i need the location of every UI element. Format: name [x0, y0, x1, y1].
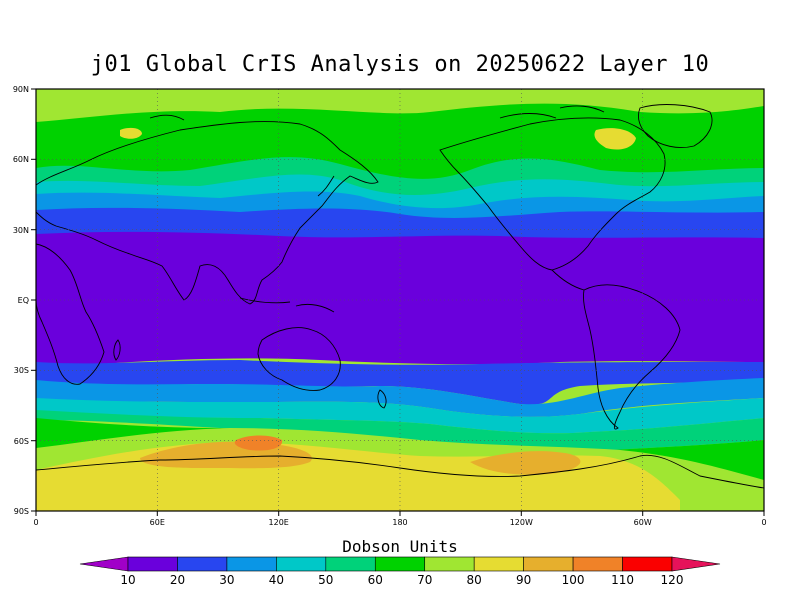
coast-japan [317, 175, 335, 197]
colorbar-tick-label: 20 [170, 573, 185, 587]
colorbar-swatch [424, 556, 475, 572]
lat-label: EQ [18, 296, 29, 305]
map-field [36, 89, 764, 511]
colorbar-swatch [622, 556, 673, 572]
lat-label: 90N [13, 85, 29, 94]
colorbar-tick-label: 70 [417, 573, 432, 587]
colorbar-swatch [226, 556, 277, 572]
lat-label: 30N [13, 226, 29, 235]
colorbar-swatch [523, 556, 574, 572]
coast-africa [36, 243, 105, 385]
band-south-blue [36, 360, 764, 405]
colorbar-swatch [325, 556, 376, 572]
colorbar-arrow-low [79, 556, 129, 572]
coast-indonesia [239, 297, 335, 313]
colorbar: 10 20 30 40 50 60 70 80 90 100 110 120 [79, 556, 721, 587]
coast-centralamerica [551, 269, 585, 291]
colorbar-swatch [572, 556, 623, 572]
colorbar-swatch [127, 556, 178, 572]
lon-label: 0 [33, 518, 38, 527]
lat-label: 60N [13, 155, 29, 164]
lon-label: 180 [392, 518, 407, 527]
coast-australia [257, 327, 341, 391]
lon-label: 60W [634, 518, 652, 527]
colorbar-swatch [473, 556, 524, 572]
colorbar-swatch [276, 556, 327, 572]
colorbar-tick-label: 80 [467, 573, 482, 587]
colorbar-tick-label: 110 [611, 573, 634, 587]
colorbar-tick-label: 60 [368, 573, 383, 587]
colorbar-tick-label: 30 [219, 573, 234, 587]
grid-lines [36, 89, 764, 511]
lat-label: 30S [14, 366, 29, 375]
band-arctic-yellow2 [120, 127, 142, 139]
colorbar-swatch [177, 556, 228, 572]
colorbar-tick-label: 50 [318, 573, 333, 587]
coast-madagascar [113, 339, 121, 361]
lon-label: 120E [269, 518, 289, 527]
colorbar-tick-label: 10 [120, 573, 135, 587]
coast-northamerica [439, 117, 666, 271]
lon-labels: 0 60E 120E 180 120W 60W 0 [33, 518, 766, 527]
tick-marks [31, 88, 765, 516]
band-south-teal [36, 410, 764, 452]
lat-labels: 90N 60N 30N EQ 30S 60S 90S [13, 85, 29, 516]
colorbar-tick-label: 90 [516, 573, 531, 587]
lon-label: 60E [150, 518, 165, 527]
colorbar-tick-label: 120 [661, 573, 684, 587]
lat-label: 60S [14, 437, 29, 446]
colorbar-swatch [374, 556, 426, 572]
colorbar-arrow-high [671, 556, 721, 572]
band-south-red [234, 435, 283, 451]
coast-arctic-islands [149, 105, 605, 121]
coast-newzealand [377, 389, 387, 409]
lat-label: 90S [14, 507, 29, 516]
colorbar-tick-label: 100 [562, 573, 585, 587]
coast-eurasia [36, 121, 379, 305]
lon-label: 0 [761, 518, 766, 527]
band-south-orange2 [470, 451, 581, 475]
colorbar-tick-label: 40 [269, 573, 284, 587]
coast-antarctica [36, 454, 764, 489]
colorbar-label: Dobson Units [342, 537, 458, 556]
coastlines [36, 104, 764, 489]
coast-southamerica [583, 284, 681, 430]
band-south-cyan [36, 398, 764, 434]
map-title: j01 Global CrIS Analysis on 20250622 Lay… [90, 52, 710, 77]
lon-label: 120W [510, 518, 533, 527]
band-arctic-yellow [594, 128, 636, 150]
